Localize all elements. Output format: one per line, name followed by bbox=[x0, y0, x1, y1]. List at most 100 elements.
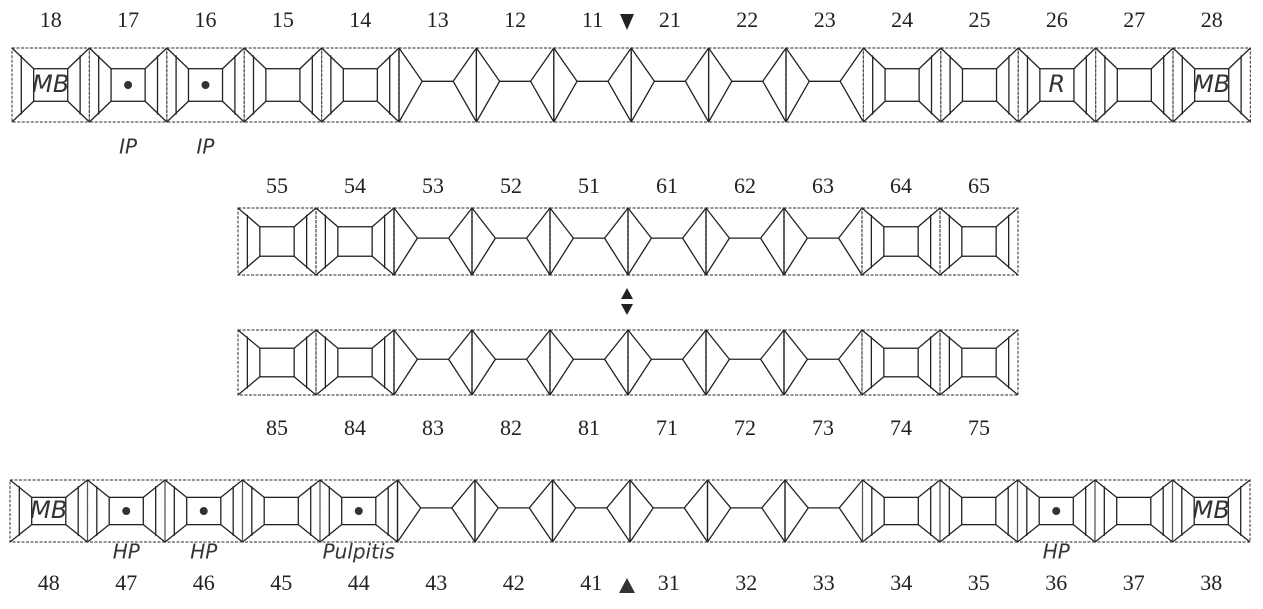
tooth-surface bbox=[243, 100, 267, 123]
tooth-surface bbox=[447, 329, 473, 396]
tooth-occlusal bbox=[259, 347, 295, 378]
tooth-surface bbox=[393, 207, 419, 276]
tooth-surface bbox=[996, 47, 1019, 70]
tooth-surface bbox=[759, 329, 785, 396]
tooth-occlusal bbox=[1116, 496, 1152, 526]
tooth-number: 81 bbox=[578, 415, 600, 440]
tooth-occlusal bbox=[883, 496, 919, 526]
tooth-surface bbox=[525, 329, 551, 396]
tooth-surface bbox=[1095, 100, 1118, 123]
tooth-surface bbox=[1017, 100, 1041, 123]
tooth-number: 38 bbox=[1200, 570, 1222, 595]
tooth-outline bbox=[475, 47, 555, 123]
tooth-surface bbox=[995, 255, 1019, 276]
tooth-surface bbox=[995, 524, 1018, 543]
tooth-surface bbox=[760, 479, 786, 543]
tooth-surface bbox=[681, 329, 707, 396]
tooth-outline bbox=[629, 479, 709, 543]
tooth-surface bbox=[65, 524, 88, 543]
tooth-surface bbox=[783, 329, 809, 396]
tooth-surface bbox=[917, 479, 941, 498]
tooth-surface bbox=[1094, 524, 1118, 543]
tooth-occlusal bbox=[110, 68, 146, 102]
tooth-occlusal bbox=[337, 347, 373, 378]
tooth-occlusal bbox=[337, 226, 373, 257]
tooth-surface bbox=[839, 47, 864, 123]
tooth-surface bbox=[321, 47, 344, 70]
tooth-number: 42 bbox=[503, 570, 525, 595]
tooth-number: 36 bbox=[1045, 570, 1067, 595]
tooth-outline bbox=[398, 47, 478, 123]
tooth-surface bbox=[315, 329, 339, 349]
tooth-surface bbox=[705, 207, 731, 276]
tooth-number: 71 bbox=[656, 415, 678, 440]
tooth-outline bbox=[783, 329, 863, 396]
tooth-surface bbox=[319, 524, 343, 543]
tooth-number: 62 bbox=[734, 173, 756, 198]
tooth-surface bbox=[222, 100, 245, 123]
tooth-surface bbox=[237, 376, 261, 396]
tooth-outline bbox=[393, 329, 473, 396]
tooth-occlusal bbox=[883, 226, 919, 257]
tooth-surface bbox=[1073, 100, 1097, 123]
tooth-number: 14 bbox=[349, 7, 371, 32]
tooth-number: 24 bbox=[891, 7, 913, 32]
tooth-outline bbox=[551, 479, 631, 543]
tooth-surface bbox=[471, 329, 497, 396]
tooth-number: 28 bbox=[1201, 7, 1223, 32]
tooth-occlusal bbox=[961, 496, 997, 526]
tooth-surface bbox=[759, 207, 785, 276]
tooth-surface bbox=[11, 47, 35, 70]
tooth-number: 46 bbox=[193, 570, 215, 595]
tooth-surface bbox=[630, 47, 656, 123]
tooth-surface bbox=[9, 479, 33, 498]
tooth-number: 32 bbox=[735, 570, 757, 595]
tooth-note: MB bbox=[32, 70, 69, 98]
tooth-surface bbox=[375, 524, 398, 543]
tooth-surface bbox=[605, 479, 631, 543]
tooth-surface bbox=[996, 100, 1019, 123]
tooth-surface bbox=[1172, 479, 1195, 498]
tooth-number: 53 bbox=[422, 173, 444, 198]
tooth-surface bbox=[529, 47, 555, 123]
tooth-occlusal bbox=[263, 496, 299, 526]
tooth-occlusal bbox=[1116, 68, 1152, 102]
tooth-occlusal bbox=[265, 68, 301, 102]
tooth-surface bbox=[375, 479, 398, 498]
tooth-surface bbox=[862, 479, 885, 498]
tooth-surface bbox=[551, 479, 577, 543]
tooth-surface bbox=[627, 207, 653, 276]
tooth-number: 41 bbox=[580, 570, 602, 595]
tooth-outline bbox=[630, 47, 710, 123]
tooth-surface bbox=[293, 255, 317, 276]
tooth-surface bbox=[144, 47, 168, 70]
tooth-surface bbox=[837, 207, 863, 276]
tooth-number: 17 bbox=[117, 7, 139, 32]
tooth-surface bbox=[220, 479, 243, 498]
tooth-number: 12 bbox=[504, 7, 526, 32]
tooth-outline bbox=[861, 207, 941, 276]
tooth-number: 37 bbox=[1123, 570, 1145, 595]
tooth-occlusal bbox=[108, 496, 144, 526]
tooth-number: 31 bbox=[658, 570, 680, 595]
tooth-surface bbox=[315, 376, 339, 396]
tooth-outline bbox=[553, 47, 632, 123]
tooth-occlusal bbox=[1039, 68, 1075, 102]
tooth-surface bbox=[918, 47, 942, 70]
tooth-outline bbox=[393, 207, 473, 276]
midline-arrow-down bbox=[621, 304, 633, 315]
tooth-number: 61 bbox=[656, 173, 678, 198]
tooth-surface bbox=[371, 207, 395, 228]
tooth-surface bbox=[1017, 479, 1040, 498]
lesion-dot bbox=[122, 507, 131, 515]
tooth-surface bbox=[87, 524, 110, 543]
tooth-surface bbox=[525, 207, 551, 276]
tooth-surface bbox=[237, 207, 261, 228]
tooth-surface bbox=[995, 479, 1018, 498]
midline-arrow-down bbox=[620, 14, 634, 30]
tooth-finding: HP bbox=[1043, 540, 1071, 564]
tooth-occlusal bbox=[884, 68, 920, 102]
tooth-number: 55 bbox=[266, 173, 288, 198]
tooth-number: 83 bbox=[422, 415, 444, 440]
tooth-outline bbox=[939, 207, 1019, 276]
